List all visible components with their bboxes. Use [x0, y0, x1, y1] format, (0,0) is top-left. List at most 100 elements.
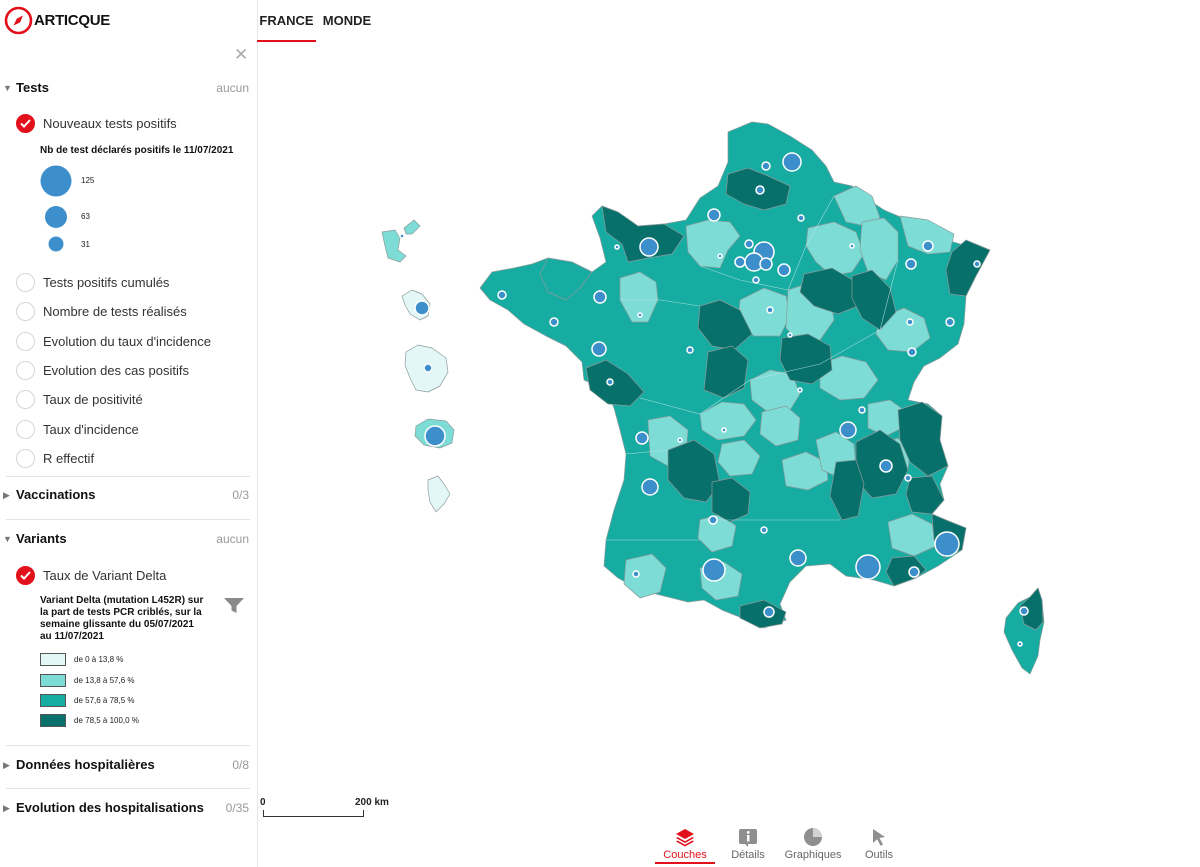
bubble	[639, 237, 659, 257]
section-title: Tests	[16, 80, 49, 95]
option-nombre-tests-realises[interactable]: Nombre de tests réalisés	[16, 300, 187, 322]
bubble	[763, 606, 775, 618]
dept-lot	[711, 477, 751, 523]
bubble-label: 63	[81, 212, 90, 221]
checked-icon	[16, 565, 35, 585]
bubble	[904, 474, 912, 482]
variant-legend-title-line: la part de tests PCR criblés, sur la	[40, 607, 202, 618]
legend-class-label: de 0 à 13,8 %	[74, 655, 124, 664]
haute-corse	[1019, 587, 1044, 631]
bubble	[734, 256, 746, 268]
layers-icon	[676, 829, 694, 847]
section-donnees-hospitalieres-header[interactable]: ▶ Données hospitalières 0/8	[0, 755, 256, 777]
bubble	[755, 185, 765, 195]
option-evolution-taux-incidence[interactable]: Evolution du taux d'incidence	[16, 330, 211, 352]
radio-icon	[16, 389, 35, 409]
section-evolution-hospitalisations-header[interactable]: ▶ Evolution des hospitalisations 0/35	[0, 798, 256, 820]
bubble	[423, 363, 433, 373]
section-title: Variants	[16, 531, 67, 546]
section-count: aucun	[216, 532, 249, 546]
option-taux-variant-delta[interactable]: Taux de Variant Delta	[16, 564, 166, 586]
radio-icon	[16, 272, 35, 292]
divider	[6, 788, 250, 789]
bubble	[721, 427, 727, 433]
legend-class-label: de 57,6 à 78,5 %	[74, 696, 135, 705]
dept-pyrenees-atlantiques	[623, 553, 667, 599]
option-taux-positivite[interactable]: Taux de positivité	[16, 388, 143, 410]
option-nouveaux-tests-positifs[interactable]: Nouveaux tests positifs	[16, 112, 177, 134]
option-evolution-cas-positifs[interactable]: Evolution des cas positifs	[16, 359, 189, 381]
tab-france[interactable]: FRANCE	[257, 0, 316, 42]
section-count: aucun	[216, 81, 249, 95]
section-variants-header[interactable]: ▼ Variants aucun	[0, 529, 256, 551]
option-taux-incidence[interactable]: Taux d'incidence	[16, 418, 139, 440]
divider	[6, 476, 250, 477]
bubble-63	[45, 206, 67, 228]
bubble	[934, 531, 960, 557]
option-r-effectif[interactable]: R effectif	[16, 447, 94, 469]
option-tests-positifs-cumules[interactable]: Tests positifs cumulés	[16, 271, 169, 293]
bubble	[677, 437, 683, 443]
section-title: Evolution des hospitalisations	[16, 800, 204, 815]
bubble	[797, 387, 803, 393]
bubble	[614, 244, 620, 250]
bubble	[424, 425, 446, 447]
collapsed-triangle-icon: ▶	[3, 803, 10, 813]
legend-swatch	[40, 694, 66, 707]
scale-bar	[263, 810, 364, 817]
bubble	[708, 515, 718, 525]
bubble	[945, 317, 955, 327]
tab-monde[interactable]: MONDE	[322, 13, 372, 28]
bubble	[1017, 641, 1023, 647]
section-count: 0/35	[225, 801, 249, 815]
dept-savoie	[897, 401, 949, 477]
bubble	[707, 208, 721, 222]
dept-cote-or	[799, 267, 859, 315]
bubble	[761, 161, 771, 171]
option-label: Evolution des cas positifs	[43, 362, 189, 378]
bubble	[839, 421, 857, 439]
expanded-triangle-icon: ▼	[3, 534, 12, 544]
checked-icon	[16, 113, 35, 133]
section-tests-header[interactable]: ▼ Tests aucun	[0, 78, 256, 100]
tool-label: Graphiques	[784, 849, 842, 861]
dept-aube	[805, 221, 865, 277]
collapsed-triangle-icon: ▶	[3, 490, 10, 500]
bubble	[549, 317, 559, 327]
bubble	[766, 306, 774, 314]
bubble	[849, 243, 855, 249]
active-tool-indicator	[655, 862, 715, 864]
logo[interactable]: ARTICQUE	[4, 6, 110, 35]
tool-details[interactable]: Détails	[717, 827, 779, 861]
logo-text: ARTICQUE	[34, 12, 110, 29]
funnel-icon[interactable]	[223, 596, 245, 616]
bubbles-layer	[399, 152, 1029, 647]
bubble	[744, 239, 754, 249]
bubble	[760, 526, 768, 534]
dept-cantal	[717, 439, 761, 477]
bubble	[973, 260, 981, 268]
dept-pyrenees-orientales	[739, 599, 787, 629]
tool-outils[interactable]: Outils	[848, 827, 910, 861]
bubble	[922, 240, 934, 252]
dept-nievre	[779, 333, 833, 385]
dept-gard	[829, 459, 865, 521]
variant-legend-title-line: semaine glissante du 05/07/2021	[40, 619, 194, 630]
divider	[6, 519, 250, 520]
radio-icon	[16, 360, 35, 380]
mayotte	[427, 475, 451, 513]
bubble-label: 125	[81, 176, 95, 185]
legend-class-label: de 13,8 à 57,6 %	[74, 676, 135, 685]
bubble	[752, 276, 760, 284]
dept-cote-armor	[539, 257, 593, 301]
variant-legend-title-line: au 11/07/2021	[40, 631, 104, 642]
tool-graphiques[interactable]: Graphiques	[782, 827, 844, 861]
tool-couches[interactable]: Couches	[654, 827, 716, 861]
option-label: Tests positifs cumulés	[43, 274, 170, 290]
radio-icon	[16, 331, 35, 351]
bubble	[637, 312, 643, 318]
dept-haute-marne	[859, 217, 899, 281]
close-panel-button[interactable]: ✕	[234, 45, 249, 64]
section-vaccinations-header[interactable]: ▶ Vaccinations 0/3	[0, 485, 256, 507]
